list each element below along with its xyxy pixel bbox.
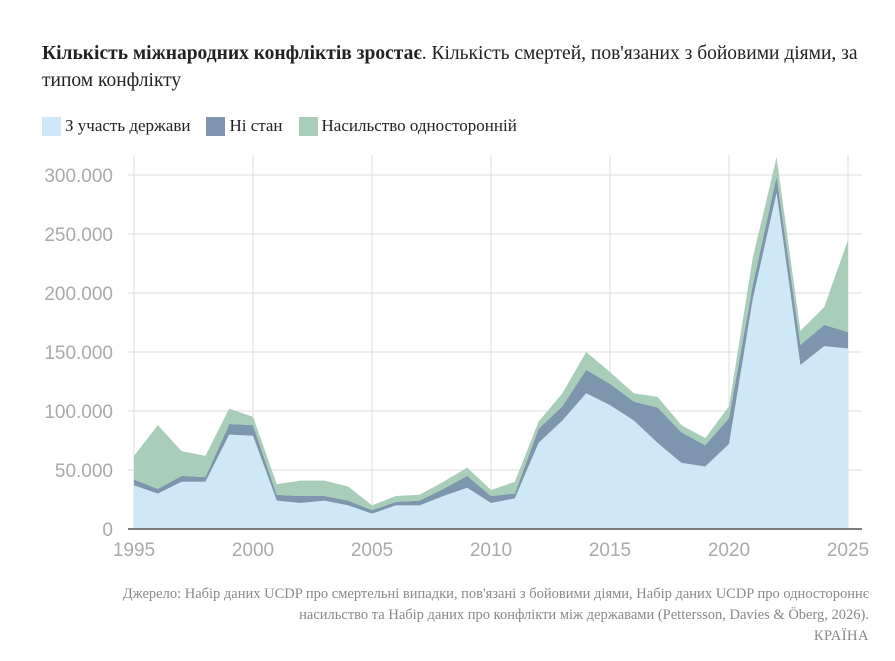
legend-swatch-nonstate bbox=[206, 116, 226, 136]
y-tick-label-5: 250.000 bbox=[44, 225, 113, 246]
x-tick-label-6: 2025 bbox=[827, 540, 869, 561]
legend-item-nonstate: Ні стан bbox=[206, 116, 283, 136]
legend-item-state: З участь держави bbox=[42, 116, 190, 136]
source-note: Джерело: Набір даних UCDP про смертельні… bbox=[122, 586, 869, 623]
y-tick-label-4: 200.000 bbox=[44, 284, 113, 305]
y-tick-label-2: 100.000 bbox=[44, 402, 113, 423]
legend-label-state: З участь держави bbox=[65, 116, 191, 135]
y-tick-label-1: 50.000 bbox=[55, 461, 113, 482]
area-series-state bbox=[134, 192, 848, 529]
legend-label-onesided: Насильство односторонній bbox=[321, 116, 517, 135]
area-series-nonstate bbox=[134, 176, 848, 514]
area-series-onesided bbox=[134, 157, 848, 511]
y-tick-label-6: 300.000 bbox=[44, 166, 113, 187]
x-tick-label-4: 2015 bbox=[589, 540, 631, 561]
tick-label-layer: 0 50.000 100.000 150.000 200.000 250.000 300.0… bbox=[44, 166, 869, 561]
legend: З участь держави Ні стан Насильство одно… bbox=[42, 116, 533, 136]
legend-swatch-onesided bbox=[298, 116, 318, 136]
x-tick-label-2: 2005 bbox=[351, 540, 393, 561]
x-tick-label-1: 2000 bbox=[232, 540, 274, 561]
x-tick-label-0: 1995 bbox=[113, 540, 155, 561]
brand-label: КРАЇНА bbox=[813, 628, 869, 644]
legend-label-nonstate: Ні стан bbox=[229, 116, 283, 135]
legend-item-onesided: Насильство односторонній bbox=[298, 116, 517, 136]
chart-subtitle: . Кількість смертей, пов'язаних з бойови… bbox=[42, 43, 858, 91]
y-tick-label-3: 150.000 bbox=[44, 343, 113, 364]
chart-title: Кількість міжнародних конфліктів зростає… bbox=[42, 40, 872, 94]
y-tick-label-0: 0 bbox=[102, 520, 113, 541]
legend-swatch-state bbox=[42, 116, 61, 136]
chart-title-bold: Кількість міжнародних конфліктів зростає bbox=[42, 43, 422, 64]
area-layer bbox=[134, 157, 848, 529]
x-tick-label-3: 2010 bbox=[470, 540, 512, 561]
x-tick-label-5: 2020 bbox=[708, 540, 750, 561]
